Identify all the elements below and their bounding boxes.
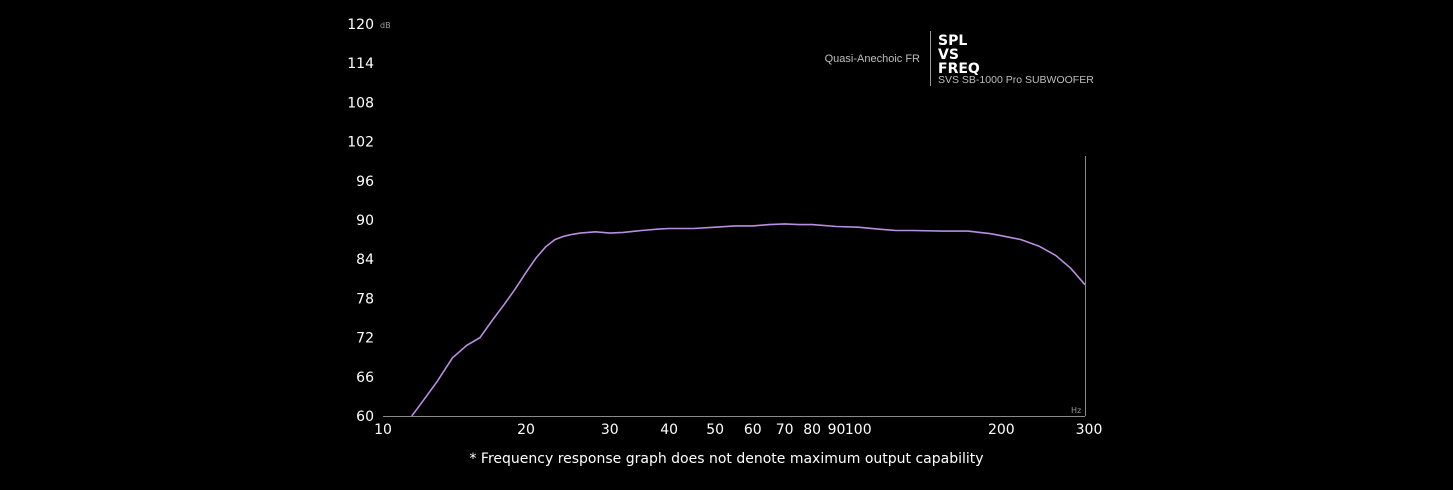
chart-subtitle: SVS SB-1000 Pro SUBWOOFER [938,74,1094,86]
legend-label: Quasi-Anechoic FR [825,53,920,65]
y-tick-label: 60 [356,409,374,425]
y-tick-label: 78 [356,291,374,307]
y-tick-label: 66 [356,370,374,386]
x-axis-unit: Hz [1071,406,1081,415]
x-tick-label: 90 [828,422,846,438]
chart-title: SPL VS FREQ [938,33,980,77]
y-tick-label: 84 [356,252,374,268]
x-tick-label: 20 [517,422,535,438]
y-tick-label: 114 [347,56,374,72]
x-tick-label: 10 [374,422,392,438]
y-tick-label: 96 [356,174,374,190]
x-tick-label: 300 [1076,422,1103,438]
y-axis-unit: dB [380,21,391,30]
y-tick-label: 72 [356,331,374,347]
x-tick-label: 200 [988,422,1015,438]
x-tick-label: 60 [744,422,762,438]
chart-legend: Quasi-Anechoic FR [825,53,920,65]
frequency-response-line [411,223,1086,417]
y-tick-label: 102 [347,135,374,151]
x-tick-label: 70 [776,422,794,438]
y-tick-label: 108 [347,95,374,111]
x-tick-label: 40 [660,422,678,438]
y-tick-label: 90 [356,213,374,229]
footnote: * Frequency response graph does not deno… [469,451,984,467]
y-tick-label: 120 [347,17,374,33]
chart-title-line-2: VS [938,47,959,63]
x-tick-label: 100 [845,422,872,438]
x-tick-label: 80 [803,422,821,438]
x-tick-label: 30 [601,422,619,438]
x-tick-label: 50 [706,422,724,438]
chart-title-line-3: FREQ [938,61,980,77]
chart-title-line-1: SPL [938,33,967,49]
x-axis-ticks: 10 20 30 40 50 60 70 80 90 100 200 300 [374,422,1102,438]
y-axis-ticks: 60 66 72 78 84 90 96 102 108 114 120 [347,17,374,425]
